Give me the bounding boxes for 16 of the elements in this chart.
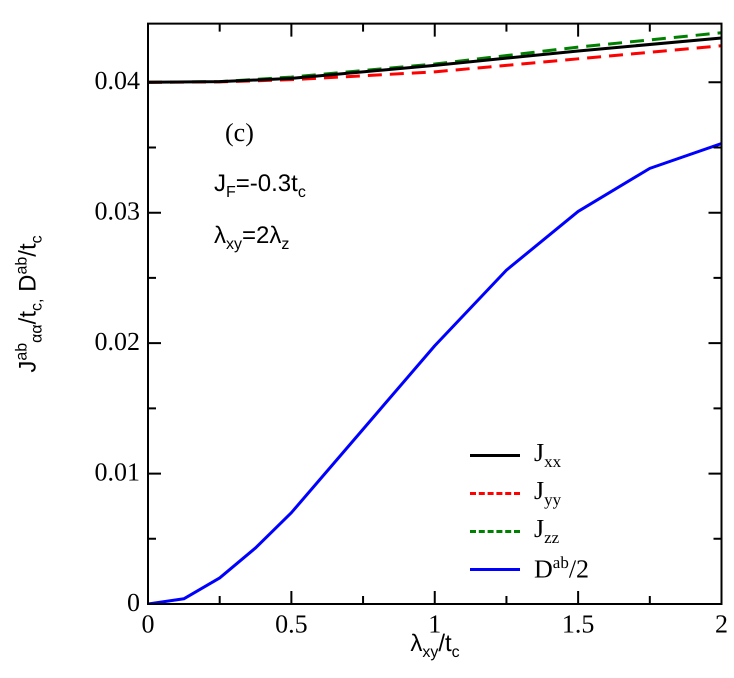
legend-label: J$_{xx}$ bbox=[534, 438, 562, 472]
annotation: λ$_{xy}$=2λ$_{z}$ bbox=[214, 222, 290, 254]
y-tick-label: 0 bbox=[127, 588, 140, 617]
y-tick-label: 0.04 bbox=[94, 66, 140, 96]
y-tick-label: 0.03 bbox=[94, 196, 140, 226]
legend-label: D$^{ab}$/2 bbox=[534, 553, 590, 585]
legend-label: J$_{zz}$ bbox=[534, 514, 560, 548]
annotation: (c) bbox=[225, 118, 254, 148]
legend-label: J$_{yy}$ bbox=[534, 476, 562, 510]
annotation: J$_{F}$=-0.3t$_{c}$ bbox=[214, 170, 306, 202]
y-tick-label: 0.02 bbox=[94, 326, 140, 356]
x-tick-label: 0.5 bbox=[275, 609, 308, 638]
x-tick-label: 2 bbox=[715, 609, 728, 638]
x-tick-label: 1 bbox=[428, 609, 442, 638]
x-tick-label: 1.5 bbox=[562, 609, 594, 638]
y-tick-label: 0.01 bbox=[94, 457, 140, 486]
